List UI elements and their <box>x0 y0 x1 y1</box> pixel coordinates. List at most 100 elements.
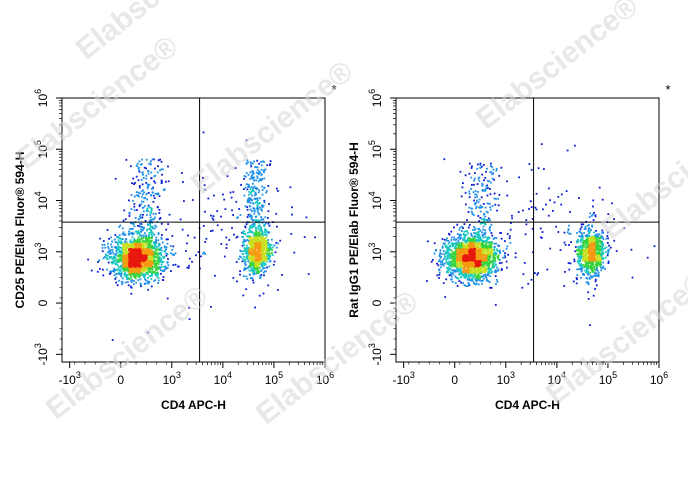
event-dot <box>154 257 156 259</box>
event-dot <box>246 278 248 280</box>
event-dot <box>451 269 453 271</box>
event-dot <box>488 246 490 248</box>
event-dot <box>444 256 446 258</box>
event-dot <box>592 268 594 270</box>
event-dot <box>438 260 440 262</box>
event-dot <box>472 229 474 231</box>
event-dot <box>487 195 489 197</box>
event-dot <box>228 239 230 241</box>
event-dot <box>155 213 157 215</box>
event-dot <box>491 235 493 237</box>
event-dot <box>496 279 498 281</box>
event-dot <box>243 178 245 180</box>
event-dot <box>147 289 149 291</box>
event-dot <box>462 182 464 184</box>
event-dot <box>158 193 160 195</box>
event-dot <box>141 226 143 228</box>
event-dot <box>475 228 477 230</box>
event-dot <box>569 211 571 213</box>
event-dot <box>472 276 474 278</box>
event-dot <box>499 252 501 254</box>
event-dot <box>254 232 256 234</box>
event-dot <box>496 270 498 272</box>
event-dot <box>239 274 241 276</box>
event-dot <box>134 196 136 198</box>
event-dot <box>140 229 142 231</box>
event-dot <box>431 261 433 263</box>
event-dot <box>439 272 441 274</box>
event-dot <box>598 244 600 246</box>
event-dot <box>142 184 144 186</box>
event-dot <box>243 195 245 197</box>
event-dot <box>585 235 587 237</box>
event-dot <box>515 256 517 258</box>
event-dot <box>475 193 477 195</box>
event-dot <box>577 246 579 248</box>
event-dot <box>469 196 471 198</box>
event-dot <box>487 203 489 205</box>
event-dot <box>243 275 245 277</box>
event-dot <box>509 237 511 239</box>
event-dot <box>107 246 109 248</box>
event-dot <box>457 237 459 239</box>
event-dot <box>137 225 139 227</box>
event-dot <box>557 231 559 233</box>
event-dot <box>195 254 197 256</box>
event-dot <box>103 257 105 259</box>
event-dot <box>262 268 264 270</box>
event-dot <box>97 261 99 263</box>
event-dot <box>594 273 596 275</box>
event-dot <box>268 223 270 225</box>
event-dot <box>134 182 136 184</box>
event-dot <box>473 268 475 270</box>
event-dot <box>461 226 463 228</box>
event-dot <box>451 237 453 239</box>
event-dot <box>481 231 483 233</box>
event-dot <box>443 265 445 267</box>
event-dot <box>113 262 115 264</box>
event-dot <box>585 243 587 245</box>
event-dot <box>473 184 475 186</box>
event-dot <box>237 236 239 238</box>
event-dot <box>455 252 457 254</box>
event-dot <box>150 219 152 221</box>
event-dot <box>139 269 141 271</box>
event-dot <box>485 232 487 234</box>
event-dot <box>493 249 495 251</box>
event-dot <box>147 252 149 254</box>
event-dot <box>155 237 157 239</box>
event-dot <box>598 246 600 248</box>
event-dot <box>139 205 141 207</box>
event-dot <box>135 269 137 271</box>
event-dot <box>469 278 471 280</box>
event-dot <box>226 244 228 246</box>
event-dot <box>595 279 597 281</box>
event-dot <box>138 179 140 181</box>
event-dot <box>453 260 455 262</box>
event-dot <box>212 230 214 232</box>
event-dot <box>254 249 256 251</box>
event-dot <box>474 178 476 180</box>
event-dot <box>308 273 310 275</box>
event-dot <box>257 228 259 230</box>
event-dot <box>204 184 206 186</box>
event-dot <box>117 249 119 251</box>
event-dot <box>158 232 160 234</box>
event-dot <box>131 269 133 271</box>
event-dot <box>245 187 247 189</box>
event-dot <box>488 250 490 252</box>
event-dot <box>121 254 123 256</box>
event-dot <box>256 172 258 174</box>
event-dot <box>265 234 267 236</box>
event-dot <box>143 201 145 203</box>
event-dot <box>139 223 141 225</box>
plot-frame <box>62 98 325 362</box>
x-axis-label: CD4 APC-H <box>161 398 226 412</box>
event-dot <box>142 174 144 176</box>
event-dot <box>255 229 257 231</box>
event-dot <box>568 244 570 246</box>
event-dot <box>223 199 225 201</box>
event-dot <box>139 185 141 187</box>
event-dot <box>485 249 487 251</box>
